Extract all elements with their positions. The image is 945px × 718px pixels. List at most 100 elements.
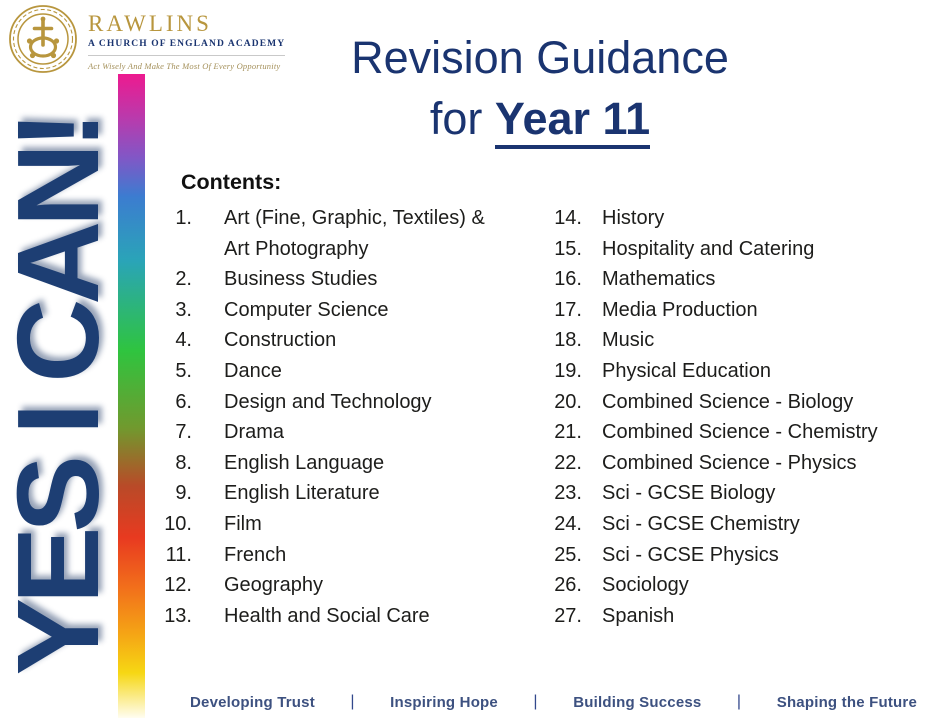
item-label: Computer Science bbox=[224, 298, 389, 321]
item-label: French bbox=[224, 543, 287, 566]
item-number: 12. bbox=[164, 574, 192, 597]
contents-item: 7. Drama bbox=[158, 417, 508, 448]
title-line2-prefix: for bbox=[429, 92, 495, 144]
item-number: 9. bbox=[175, 482, 192, 505]
item-number: 25. bbox=[554, 543, 582, 566]
title-year-emphasis: Year 11 bbox=[494, 92, 651, 149]
item-label: Sci - GCSE Biology bbox=[602, 482, 776, 505]
footer-item: Inspiring Hope bbox=[390, 693, 498, 711]
item-label: Sociology bbox=[602, 574, 689, 597]
item-number: 22. bbox=[554, 451, 582, 474]
rainbow-stripe bbox=[118, 74, 145, 718]
item-label: English Language bbox=[224, 451, 385, 474]
item-number: 26. bbox=[554, 574, 582, 597]
contents-item: 8. English Language bbox=[158, 448, 508, 479]
item-number: 4. bbox=[175, 329, 192, 352]
item-number: 7. bbox=[175, 421, 192, 444]
footer-separator: | bbox=[736, 693, 742, 710]
contents-column-left: 1. Art (Fine, Graphic, Textiles) & Art P… bbox=[158, 203, 508, 631]
item-number: 10. bbox=[164, 512, 192, 535]
academy-motto: Act Wisely And Make The Most Of Every Op… bbox=[88, 61, 281, 71]
item-number: 23. bbox=[554, 482, 582, 505]
contents-item: 20. Combined Science - Biology bbox=[548, 387, 928, 418]
contents-item: 18. Music bbox=[548, 325, 928, 356]
contents-heading: Contents: bbox=[181, 170, 282, 194]
contents-item: 26. Sociology bbox=[548, 570, 928, 601]
item-label: English Literature bbox=[224, 482, 380, 505]
item-number: 5. bbox=[175, 359, 192, 382]
item-label: Combined Science - Biology bbox=[602, 390, 854, 413]
contents-item: 10. Film bbox=[158, 509, 508, 540]
contents-item: 22. Combined Science - Physics bbox=[548, 448, 928, 479]
title-line2: for Year 11 bbox=[170, 89, 910, 150]
item-label: Design and Technology bbox=[224, 390, 432, 413]
item-label: History bbox=[602, 207, 665, 229]
item-number: 13. bbox=[164, 604, 192, 627]
contents-item: 12. Geography bbox=[158, 570, 508, 601]
contents-item: 27. Spanish bbox=[548, 601, 928, 632]
item-label: Art (Fine, Graphic, Textiles) & Art Phot… bbox=[224, 207, 485, 260]
contents-column-right: 14. History 15. Hospitality and Catering… bbox=[548, 203, 928, 631]
academy-subtitle: A CHURCH OF ENGLAND ACADEMY bbox=[88, 39, 286, 56]
item-label: Geography bbox=[224, 574, 323, 597]
footer-motto-strip: Developing Trust | Inspiring Hope | Buil… bbox=[190, 693, 917, 711]
contents-item: 3. Computer Science bbox=[158, 295, 508, 326]
footer-separator: | bbox=[350, 693, 355, 710]
academy-wordmark: RAWLINS bbox=[88, 11, 212, 36]
item-label: Dance bbox=[224, 359, 282, 382]
footer-item: Shaping the Future bbox=[776, 693, 917, 711]
contents-item: 23. Sci - GCSE Biology bbox=[548, 478, 928, 509]
contents-item: 17. Media Production bbox=[548, 295, 928, 326]
item-label: Business Studies bbox=[224, 268, 378, 291]
contents-item: 1. Art (Fine, Graphic, Textiles) & Art P… bbox=[158, 203, 508, 264]
item-label: Health and Social Care bbox=[224, 604, 430, 627]
item-number: 27. bbox=[554, 604, 582, 627]
contents-item: 6. Design and Technology bbox=[158, 387, 508, 418]
item-label: Media Production bbox=[602, 298, 758, 321]
item-label: Hospitality and Catering bbox=[602, 237, 815, 260]
item-number: 11. bbox=[165, 543, 192, 566]
item-number: 18. bbox=[554, 329, 582, 352]
contents-item: 24. Sci - GCSE Chemistry bbox=[548, 509, 928, 540]
item-number: 21. bbox=[554, 421, 582, 444]
contents-item: 4. Construction bbox=[158, 325, 508, 356]
item-number: 3. bbox=[175, 298, 192, 321]
item-label: Construction bbox=[224, 329, 337, 352]
footer-separator: | bbox=[533, 693, 538, 710]
yes-i-can-banner: YES I CAN! bbox=[0, 116, 123, 676]
title-line1: Revision Guidance bbox=[351, 32, 729, 83]
page-title: Revision Guidance for Year 11 bbox=[170, 28, 910, 150]
item-number: 24. bbox=[554, 512, 582, 535]
footer-item: Building Success bbox=[573, 693, 702, 711]
item-number: 15. bbox=[554, 237, 582, 260]
academy-logo: RAWLINS A CHURCH OF ENGLAND ACADEMY Act … bbox=[8, 4, 286, 74]
academy-logo-text: RAWLINS A CHURCH OF ENGLAND ACADEMY Act … bbox=[88, 4, 286, 71]
item-label: Music bbox=[602, 329, 655, 352]
item-label: Film bbox=[224, 512, 262, 535]
item-number: 16. bbox=[554, 268, 582, 291]
item-number: 2. bbox=[175, 268, 192, 291]
academy-emblem-icon bbox=[9, 5, 77, 73]
contents-item: 21. Combined Science - Chemistry bbox=[548, 417, 928, 448]
contents-item: 15. Hospitality and Catering bbox=[548, 234, 928, 265]
contents-item: 14. History bbox=[548, 203, 928, 234]
item-number: 1. bbox=[175, 207, 192, 229]
item-label: Sci - GCSE Physics bbox=[602, 543, 779, 566]
contents-item: 19. Physical Education bbox=[548, 356, 928, 387]
item-label: Sci - GCSE Chemistry bbox=[602, 512, 800, 535]
contents-item: 13. Health and Social Care bbox=[158, 601, 508, 632]
contents-item: 11. French bbox=[158, 540, 508, 571]
item-label: Combined Science - Physics bbox=[602, 451, 857, 474]
item-number: 6. bbox=[175, 390, 192, 413]
item-number: 17. bbox=[554, 298, 582, 321]
contents-item: 9. English Literature bbox=[158, 478, 508, 509]
item-label: Mathematics bbox=[602, 268, 716, 291]
footer-item: Developing Trust bbox=[190, 693, 315, 711]
contents-item: 25. Sci - GCSE Physics bbox=[548, 540, 928, 571]
item-number: 19. bbox=[554, 359, 582, 382]
contents-item: 16. Mathematics bbox=[548, 264, 928, 295]
item-number: 20. bbox=[554, 390, 582, 413]
item-label: Combined Science - Chemistry bbox=[602, 421, 878, 444]
item-label: Spanish bbox=[602, 604, 675, 627]
